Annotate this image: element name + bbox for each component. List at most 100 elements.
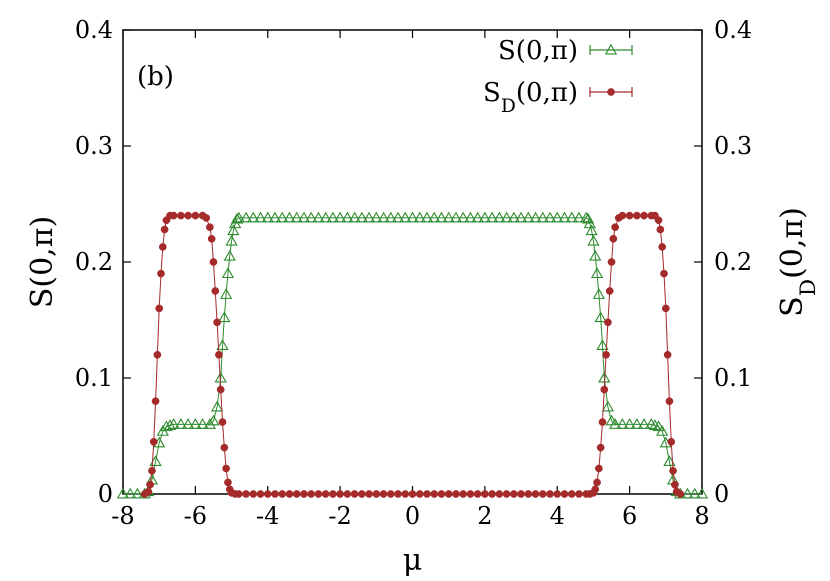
data-point <box>146 480 154 489</box>
data-point <box>452 490 460 498</box>
x-tick-label: 6 <box>622 502 637 530</box>
data-point <box>203 418 216 429</box>
data-point <box>372 490 381 498</box>
data-point <box>116 487 130 499</box>
data-point <box>225 234 238 246</box>
data-point <box>406 211 419 223</box>
data-point <box>665 397 674 406</box>
data-point <box>211 287 220 295</box>
data-point <box>219 288 233 299</box>
data-point <box>594 311 607 323</box>
data-point <box>587 234 600 246</box>
data-point <box>148 466 156 475</box>
data-point <box>158 243 167 251</box>
data-point <box>602 350 610 359</box>
data-point <box>271 490 279 498</box>
data-point <box>430 490 439 498</box>
data-point <box>593 478 601 487</box>
data-point <box>553 490 562 498</box>
data-point <box>585 224 598 236</box>
x-tick-label: 2 <box>477 502 492 530</box>
data-point <box>575 490 583 498</box>
data-point <box>209 258 218 266</box>
data-point <box>604 318 612 327</box>
data-point <box>609 418 622 429</box>
data-point <box>144 487 153 496</box>
y2-axis-label-group: SD(0,π) <box>775 207 821 317</box>
data-point <box>394 490 402 498</box>
data-point <box>645 418 658 429</box>
x-tick-label: -8 <box>111 502 134 530</box>
data-point <box>478 211 492 223</box>
data-point <box>648 419 662 431</box>
legend-marker <box>607 88 615 96</box>
legend: S(0,π) SD(0,π) <box>483 36 633 117</box>
data-point <box>224 478 232 487</box>
data-point <box>605 287 614 295</box>
data-point <box>423 490 431 498</box>
data-point <box>466 490 475 498</box>
data-point <box>681 487 694 499</box>
data-point <box>581 212 595 224</box>
data-point <box>290 211 303 223</box>
data-point <box>590 267 604 279</box>
data-point <box>660 269 668 278</box>
data-point <box>459 490 468 498</box>
data-point <box>625 211 634 220</box>
data-point <box>408 490 417 498</box>
data-point <box>196 418 209 429</box>
data-point <box>355 211 368 223</box>
data-point <box>222 464 230 473</box>
data-point <box>357 490 366 498</box>
data-point <box>155 304 164 313</box>
data-point <box>370 211 383 223</box>
data-point <box>607 258 616 266</box>
y2-tick-label: 0.2 <box>714 248 752 276</box>
data-point <box>365 490 373 498</box>
data-point <box>292 490 301 498</box>
data-point <box>131 487 144 499</box>
data-point <box>329 490 337 498</box>
data-point <box>591 485 600 494</box>
x-tick-label: -2 <box>328 502 351 530</box>
data-point <box>319 211 332 223</box>
data-point <box>658 243 667 251</box>
data-point <box>529 211 542 223</box>
data-point <box>207 234 216 243</box>
data-point <box>384 211 397 223</box>
data-point <box>616 418 629 429</box>
data-point <box>218 311 231 323</box>
data-point <box>688 487 701 499</box>
data-point <box>254 211 267 223</box>
data-point <box>543 211 557 223</box>
data-point <box>341 211 354 223</box>
data-point <box>654 216 663 225</box>
data-point <box>531 490 540 498</box>
data-point <box>312 211 325 223</box>
series-1 <box>140 211 685 498</box>
data-point <box>656 425 669 436</box>
data-point <box>428 211 441 223</box>
data-point <box>379 490 388 498</box>
x-tick-label: 8 <box>694 502 709 530</box>
data-point <box>652 420 665 432</box>
data-point <box>218 418 227 426</box>
y2-tick-label: 0 <box>714 480 729 508</box>
data-point <box>348 211 361 223</box>
data-point <box>326 211 340 223</box>
data-point <box>399 211 412 223</box>
data-point <box>517 490 525 498</box>
data-point <box>592 288 606 299</box>
data-point <box>149 437 158 446</box>
data-point <box>495 490 504 498</box>
data-point <box>223 249 236 261</box>
data-point <box>669 466 677 475</box>
data-point <box>609 234 618 243</box>
data-point <box>300 490 308 498</box>
data-point <box>663 350 672 359</box>
series-0 <box>116 211 709 499</box>
data-point <box>485 211 499 223</box>
data-point <box>202 214 211 222</box>
data-point <box>500 211 513 223</box>
data-point <box>242 490 250 498</box>
